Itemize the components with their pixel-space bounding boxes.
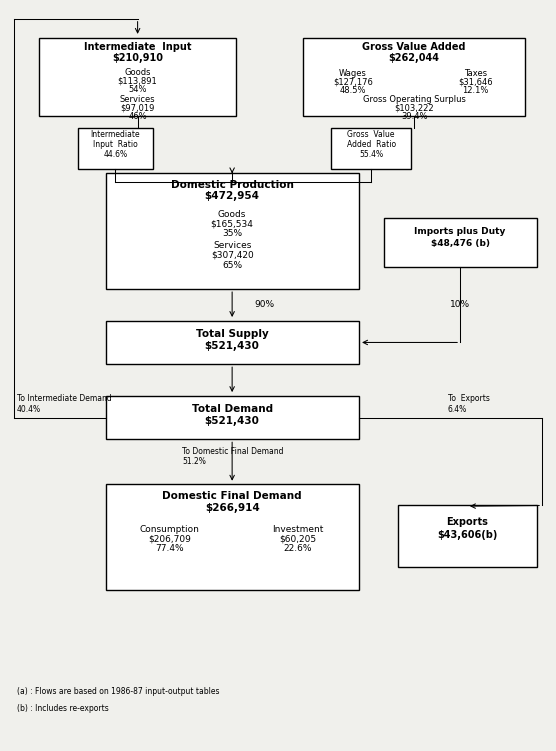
Text: To Intermediate Demand
40.4%: To Intermediate Demand 40.4% <box>17 394 111 414</box>
Text: Gross Value Added: Gross Value Added <box>363 42 466 53</box>
Text: (a) : Flows are based on 1986-87 input-output tables: (a) : Flows are based on 1986-87 input-o… <box>17 687 219 696</box>
Text: Gross Operating Surplus: Gross Operating Surplus <box>363 95 466 104</box>
Text: 90%: 90% <box>254 300 275 309</box>
FancyBboxPatch shape <box>106 484 359 590</box>
Text: $97,019: $97,019 <box>121 104 155 113</box>
FancyBboxPatch shape <box>384 218 537 267</box>
Text: 54%: 54% <box>128 85 147 94</box>
Text: $31,646: $31,646 <box>458 77 493 86</box>
FancyBboxPatch shape <box>78 128 153 169</box>
FancyBboxPatch shape <box>39 38 236 116</box>
Text: $307,420: $307,420 <box>211 251 254 260</box>
Text: 12.1%: 12.1% <box>462 86 489 95</box>
Text: 77.4%: 77.4% <box>155 544 184 553</box>
Text: $103,222: $103,222 <box>394 104 434 113</box>
Text: Consumption: Consumption <box>140 525 200 534</box>
Text: Domestic Production: Domestic Production <box>171 179 294 190</box>
Text: $521,430: $521,430 <box>205 416 260 427</box>
Text: $472,954: $472,954 <box>205 191 260 201</box>
Text: $521,430: $521,430 <box>205 341 260 351</box>
Text: Domestic Final Demand: Domestic Final Demand <box>162 491 302 502</box>
FancyBboxPatch shape <box>303 38 525 116</box>
Text: Investment: Investment <box>272 525 323 534</box>
Text: $113,891: $113,891 <box>118 77 157 86</box>
Text: $165,534: $165,534 <box>211 219 254 228</box>
Text: $43,606(b): $43,606(b) <box>437 530 497 541</box>
Text: $210,910: $210,910 <box>112 53 163 63</box>
Text: 10%: 10% <box>450 300 470 309</box>
Text: 46%: 46% <box>128 112 147 121</box>
Text: 48.5%: 48.5% <box>340 86 366 95</box>
Text: Exports: Exports <box>446 517 488 527</box>
Text: Goods: Goods <box>218 210 246 219</box>
Text: Intermediate  Input: Intermediate Input <box>84 42 191 53</box>
Text: Gross  Value
Added  Ratio
55.4%: Gross Value Added Ratio 55.4% <box>346 130 396 159</box>
Text: $206,709: $206,709 <box>148 535 191 544</box>
FancyBboxPatch shape <box>331 128 411 169</box>
Text: $48,476 (b): $48,476 (b) <box>430 239 490 248</box>
Text: Goods: Goods <box>125 68 151 77</box>
Text: To  Exports
6.4%: To Exports 6.4% <box>448 394 489 414</box>
Text: $266,914: $266,914 <box>205 502 260 513</box>
Text: Wages: Wages <box>339 69 367 78</box>
Text: (b) : Includes re-exports: (b) : Includes re-exports <box>17 704 108 713</box>
Text: $60,205: $60,205 <box>279 535 316 544</box>
Text: 22.6%: 22.6% <box>283 544 312 553</box>
Text: Imports plus Duty: Imports plus Duty <box>414 227 506 236</box>
Text: Intermediate
Input  Ratio
44.6%: Intermediate Input Ratio 44.6% <box>91 130 140 159</box>
Text: $262,044: $262,044 <box>389 53 440 63</box>
Text: Taxes: Taxes <box>464 69 487 78</box>
Text: 35%: 35% <box>222 229 242 238</box>
Text: Services: Services <box>120 95 156 104</box>
Text: 39.4%: 39.4% <box>401 112 428 121</box>
FancyBboxPatch shape <box>106 321 359 364</box>
Text: Services: Services <box>213 241 251 250</box>
Text: To Domestic Final Demand
51.2%: To Domestic Final Demand 51.2% <box>182 447 284 466</box>
FancyBboxPatch shape <box>106 173 359 289</box>
Text: $127,176: $127,176 <box>333 77 373 86</box>
Text: Total Supply: Total Supply <box>196 329 269 339</box>
Text: Total Demand: Total Demand <box>192 404 272 415</box>
FancyBboxPatch shape <box>106 396 359 439</box>
FancyBboxPatch shape <box>398 505 537 567</box>
Text: 65%: 65% <box>222 261 242 270</box>
